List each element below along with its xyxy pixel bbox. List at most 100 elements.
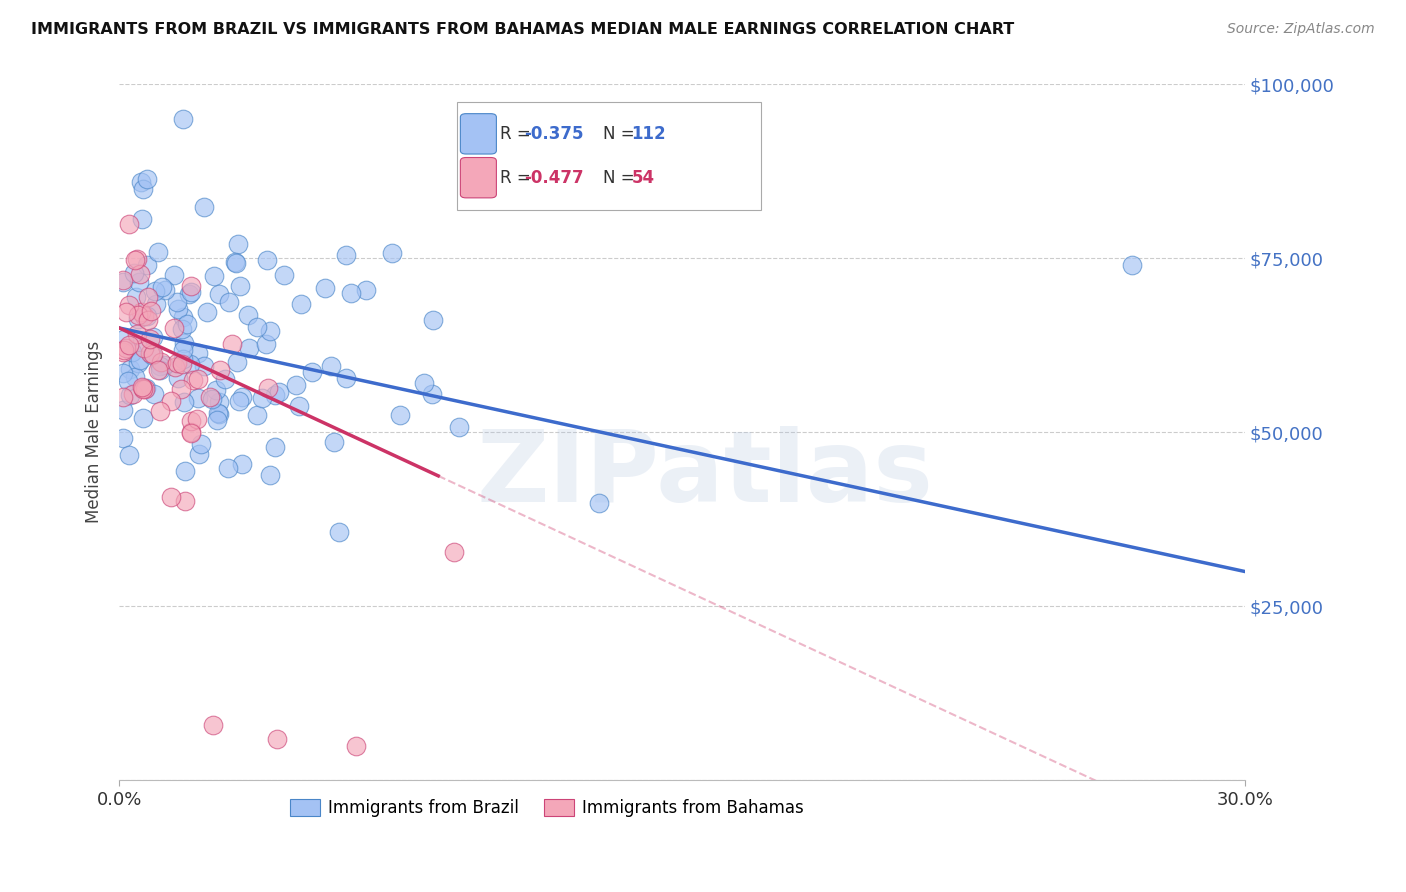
Point <box>202 268 225 283</box>
Point <box>125 338 148 352</box>
Point <box>111 431 134 445</box>
Point <box>413 376 436 391</box>
Point <box>111 345 134 359</box>
Point <box>118 388 141 402</box>
Text: -0.375: -0.375 <box>524 125 583 143</box>
Point <box>201 392 224 406</box>
Point <box>153 284 176 298</box>
Point <box>142 330 165 344</box>
Point <box>160 491 183 505</box>
Point <box>246 408 269 422</box>
Point <box>328 525 350 540</box>
Point <box>290 297 312 311</box>
Point <box>149 362 172 376</box>
Text: IMMIGRANTS FROM BRAZIL VS IMMIGRANTS FROM BAHAMAS MEDIAN MALE EARNINGS CORRELATI: IMMIGRANTS FROM BRAZIL VS IMMIGRANTS FRO… <box>31 22 1014 37</box>
Point <box>190 437 212 451</box>
Point <box>193 200 215 214</box>
Point <box>172 343 194 357</box>
Point <box>166 356 188 370</box>
Point <box>226 236 249 251</box>
Point <box>180 426 202 441</box>
Point <box>124 369 146 384</box>
Point <box>301 365 323 379</box>
Point <box>132 410 155 425</box>
Point <box>266 731 288 746</box>
Point <box>115 304 138 318</box>
Point <box>202 717 225 731</box>
Point <box>128 267 150 281</box>
Point <box>141 304 163 318</box>
Text: Source: ZipAtlas.com: Source: ZipAtlas.com <box>1227 22 1375 37</box>
Point <box>214 372 236 386</box>
Point <box>447 420 470 434</box>
Point <box>134 382 156 396</box>
Point <box>259 324 281 338</box>
Point <box>112 366 135 380</box>
Point <box>588 496 610 510</box>
Point <box>117 338 139 352</box>
Point <box>152 358 174 372</box>
Point <box>143 387 166 401</box>
Point <box>112 332 135 346</box>
Point <box>172 112 194 127</box>
Point <box>149 355 172 369</box>
Text: -0.477: -0.477 <box>524 169 583 186</box>
Point <box>218 294 240 309</box>
Point <box>186 411 208 425</box>
Point <box>256 381 278 395</box>
Point <box>381 246 404 260</box>
Point <box>121 344 143 359</box>
Point <box>149 404 172 418</box>
Point <box>139 346 162 360</box>
Point <box>208 407 231 421</box>
Point <box>180 425 202 439</box>
Point <box>174 494 197 508</box>
Point <box>111 273 134 287</box>
Point <box>172 357 194 371</box>
Text: 54: 54 <box>631 169 655 186</box>
Text: ZIPatlas: ZIPatlas <box>477 425 934 523</box>
Point <box>287 400 309 414</box>
Point <box>166 294 188 309</box>
Point <box>148 363 170 377</box>
Text: R =: R = <box>499 125 536 143</box>
Point <box>167 370 190 384</box>
Point <box>118 217 141 231</box>
Point <box>269 384 291 399</box>
Point <box>131 380 153 394</box>
Point <box>118 298 141 312</box>
Point <box>132 381 155 395</box>
Point <box>205 413 228 427</box>
Point <box>207 406 229 420</box>
Point <box>131 212 153 227</box>
Point <box>217 461 239 475</box>
Point <box>179 287 201 301</box>
Point <box>180 414 202 428</box>
Point <box>273 268 295 282</box>
Point <box>146 245 169 260</box>
Legend: Immigrants from Brazil, Immigrants from Bahamas: Immigrants from Brazil, Immigrants from … <box>283 793 811 824</box>
Point <box>136 313 159 327</box>
Point <box>117 374 139 388</box>
Point <box>127 252 149 266</box>
Point <box>181 373 204 387</box>
Point <box>134 309 156 323</box>
Point <box>285 378 308 392</box>
Point <box>173 336 195 351</box>
Point <box>246 320 269 334</box>
Point <box>172 310 194 325</box>
Point <box>132 382 155 396</box>
Point <box>207 287 229 301</box>
Point <box>238 341 260 355</box>
Point <box>187 372 209 386</box>
Text: 112: 112 <box>631 125 666 143</box>
Point <box>165 360 187 375</box>
Point <box>204 383 226 397</box>
Point <box>170 382 193 396</box>
Point <box>231 457 253 471</box>
Point <box>128 275 150 289</box>
Point <box>187 391 209 405</box>
Point <box>142 347 165 361</box>
Point <box>135 172 157 186</box>
Point <box>174 464 197 478</box>
